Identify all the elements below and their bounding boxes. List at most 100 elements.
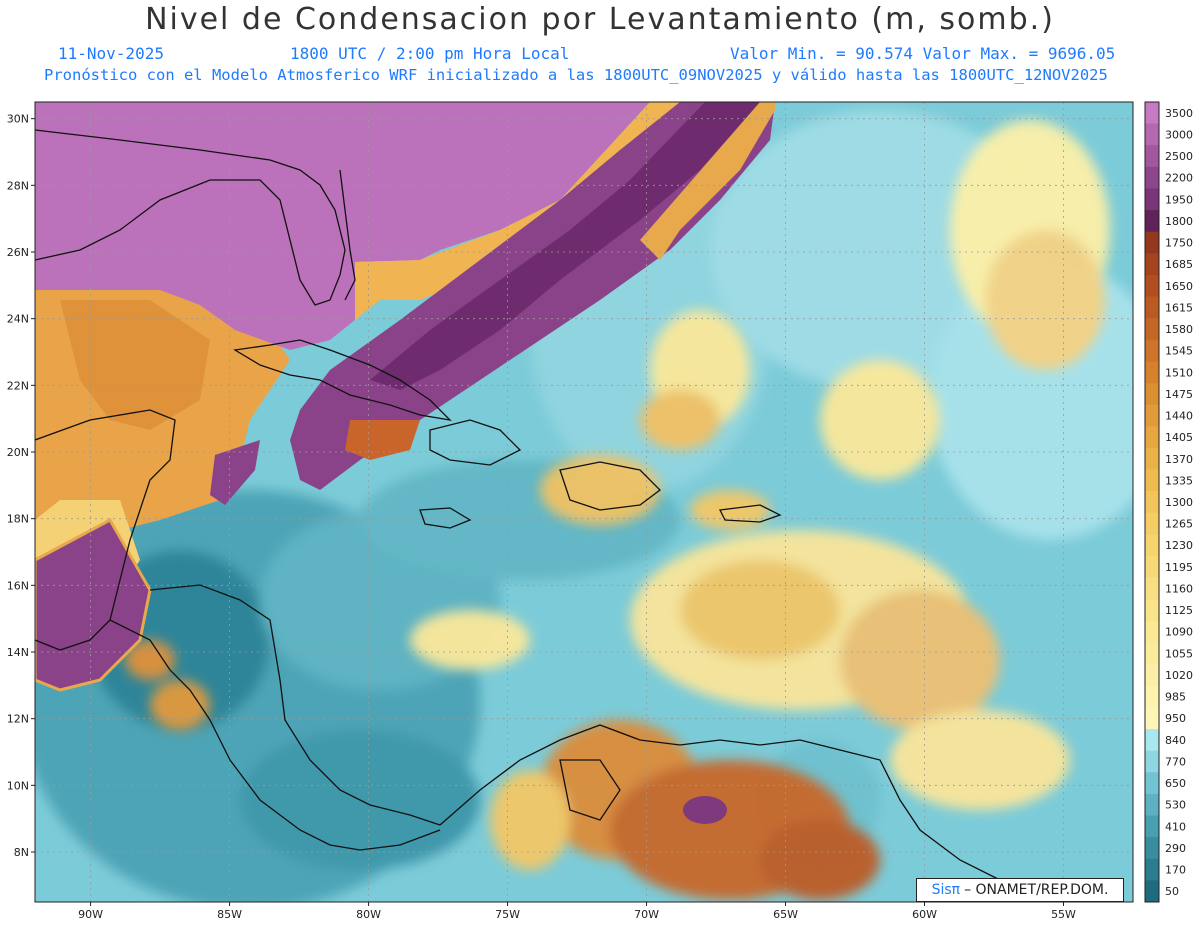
latitude-label: 14N (7, 646, 29, 659)
colorbar-swatch (1145, 491, 1159, 514)
colorbar-swatch (1145, 815, 1159, 838)
colorbar-swatch (1145, 707, 1159, 730)
colorbar-label: 1265 (1165, 518, 1193, 531)
colorbar-label: 1750 (1165, 237, 1193, 250)
colorbar-label: 1300 (1165, 496, 1193, 509)
map-field (35, 102, 1133, 902)
colorbar-swatch (1145, 145, 1159, 168)
longitude-label: 60W (912, 908, 937, 921)
latitude-label: 22N (7, 379, 29, 392)
haiti-west-coast (429, 419, 522, 466)
forecast-date: 11-Nov-2025 (58, 44, 164, 63)
colorbar-swatch (1145, 880, 1159, 903)
latitude-label: 18N (7, 513, 29, 526)
colorbar-label: 1195 (1165, 561, 1193, 574)
colorbar-label: 950 (1165, 712, 1186, 725)
longitude-label: 90W (78, 908, 103, 921)
colorbar-label: 530 (1165, 799, 1186, 812)
colorbar-label: 3500 (1165, 107, 1193, 120)
colorbar-swatch (1145, 772, 1159, 795)
cuba-coast (233, 339, 452, 421)
colorbar-swatch (1145, 447, 1159, 471)
colorbar-swatch (1145, 512, 1159, 535)
colorbar-swatch (1145, 123, 1159, 146)
yucatan-coast (35, 409, 176, 651)
jamaica-coast (419, 507, 472, 529)
colorbar-label: 290 (1165, 842, 1186, 855)
colorbar-label: 1950 (1165, 193, 1193, 206)
colorbar-label: 1370 (1165, 453, 1193, 466)
colorbar-swatch (1145, 231, 1159, 254)
colorbar-swatch (1145, 556, 1159, 579)
colorbar-swatch (1145, 793, 1159, 817)
colorbar-swatch (1145, 642, 1159, 665)
hispaniola-coast (559, 461, 661, 511)
credit-text: – ONAMET/REP.DOM. (964, 882, 1109, 898)
colorbar-label: 1510 (1165, 366, 1193, 379)
credit-box: Sisπ – ONAMET/REP.DOM. (916, 878, 1124, 902)
colorbar-label: 1685 (1165, 258, 1193, 271)
latitude-label: 28N (7, 179, 29, 192)
colorbar-label: 650 (1165, 777, 1186, 790)
colorbar-label: 170 (1165, 864, 1186, 877)
min-max-values: Valor Min. = 90.574 Valor Max. = 9696.05 (730, 44, 1116, 63)
forecast-time: 1800 UTC / 2:00 pm Hora Local (290, 44, 570, 63)
colorbar-label: 1800 (1165, 215, 1193, 228)
colorbar-label: 1440 (1165, 410, 1193, 423)
colorbar-swatch (1145, 210, 1159, 233)
latitude-label: 24N (7, 313, 29, 326)
colorbar-swatch (1145, 620, 1159, 644)
colorbar-label: 840 (1165, 734, 1186, 747)
colorbar-swatch (1145, 296, 1159, 319)
colorbar-swatch (1145, 253, 1159, 276)
colorbar-swatch (1145, 166, 1159, 189)
sis-logo-text: Sisπ (931, 882, 961, 898)
colorbar-swatch (1145, 383, 1159, 406)
colorbar-label: 1335 (1165, 474, 1193, 487)
longitude-labels: 90W 85W 80W 75W 70W 65W 60W 55W (78, 902, 1076, 921)
coastlines (35, 129, 1001, 881)
central-america-pacific (109, 619, 441, 851)
colorbar-swatch (1145, 426, 1159, 449)
colorbar-swatch (1145, 469, 1159, 492)
latitude-label: 20N (7, 446, 29, 459)
colorbar-label: 1475 (1165, 388, 1193, 401)
colorbar-swatch (1145, 729, 1159, 752)
colorbar-label: 1020 (1165, 669, 1193, 682)
colorbar-swatch (1145, 685, 1159, 708)
colorbar-label: 1545 (1165, 345, 1193, 358)
colorbar-label: 1055 (1165, 647, 1193, 660)
colorbar-swatch (1145, 750, 1159, 773)
longitude-label: 65W (773, 908, 798, 921)
colorbar-label: 1580 (1165, 323, 1193, 336)
florida-gulf-coast (35, 129, 346, 306)
colorbar-swatch (1145, 318, 1159, 341)
colorbar: 3500 3000 2500 2200 1950 1800 1750 1685 1650 1615… (1144, 101, 1193, 903)
colorbar-swatch (1145, 339, 1159, 362)
colorbar-label: 1615 (1165, 301, 1193, 314)
colorbar-swatch (1145, 664, 1159, 687)
colorbar-label: 2200 (1165, 172, 1193, 185)
latitude-labels: 30N 28N 26N 24N 22N 20N 18N 16N 14N 12N 10N 8N (7, 113, 35, 859)
colorbar-label: 410 (1165, 820, 1186, 833)
longitude-label: 55W (1051, 908, 1076, 921)
colorbar-swatch (1145, 858, 1159, 881)
latitude-label: 16N (7, 579, 29, 592)
forecast-description: Pronóstico con el Modelo Atmosferico WRF… (44, 66, 1108, 84)
colorbar-label: 1125 (1165, 604, 1193, 617)
colorbar-label: 985 (1165, 691, 1186, 704)
colorbar-frame (1144, 101, 1160, 903)
central-america-caribbean (149, 584, 441, 826)
latitude-label: 26N (7, 246, 29, 259)
colorbar-swatch (1145, 599, 1159, 622)
colorbar-label: 1230 (1165, 539, 1193, 552)
map-title: Nivel de Condensacion por Levantamiento … (145, 2, 1055, 37)
puerto-rico-coast (719, 504, 782, 523)
longitude-label: 80W (356, 908, 381, 921)
colorbar-label: 1090 (1165, 626, 1193, 639)
colorbar-label: 50 (1165, 885, 1179, 898)
colorbar-swatch (1145, 404, 1159, 427)
high-lcl-region-north (35, 102, 650, 350)
colorbar-label: 770 (1165, 755, 1186, 768)
latitude-label: 10N (7, 779, 29, 792)
